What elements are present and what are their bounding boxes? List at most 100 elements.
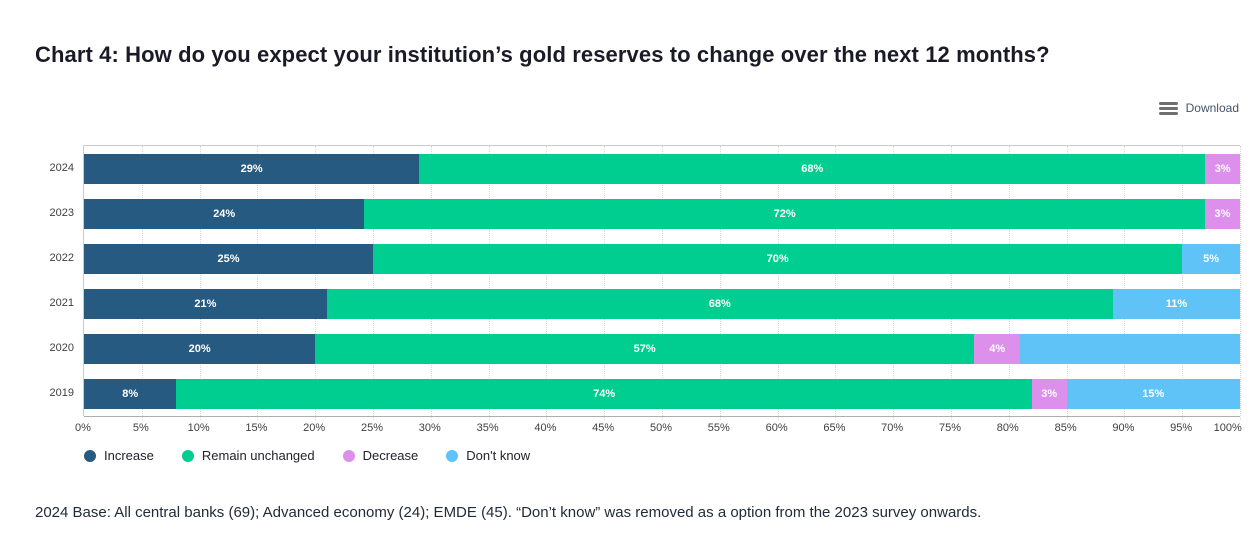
y-axis-label: 2023 xyxy=(49,206,74,219)
x-axis-tick-labels: 0% 5% 10% 15% 20% 25% 30% 35% 40% 45% 50% 55% 60% 65%… xyxy=(75,422,1242,436)
grid-line xyxy=(315,146,317,420)
legend: Increase Remain unchanged Decrease Don't kn… xyxy=(84,448,530,463)
x-axis-tick-label: 5% xyxy=(132,422,149,434)
bar-segment: 20% xyxy=(84,333,316,364)
bar-value-label: 5% xyxy=(1203,252,1220,265)
menu-icon xyxy=(1158,101,1178,115)
grid-line xyxy=(1182,146,1184,420)
bar-segment: 15% xyxy=(1066,378,1240,409)
grid-line xyxy=(1066,146,1068,420)
bar-row-2023: 24% 72% 3% xyxy=(84,198,1240,229)
legend-label: Increase xyxy=(104,448,154,463)
x-axis-tick-label: 40% xyxy=(534,422,557,434)
x-axis-tick-label: 100% xyxy=(1213,422,1242,434)
bar-value-label: 3% xyxy=(1214,162,1231,175)
bar-segment: 57% xyxy=(315,333,975,364)
bar-segment: 3% xyxy=(1205,153,1240,184)
grid-line xyxy=(835,146,837,420)
grid-line xyxy=(1008,146,1010,420)
chart-area: 2024 2023 2022 2021 2020 2019 29% 68% 3% 24% 72% 3… xyxy=(0,145,1252,515)
grid-line xyxy=(373,146,374,420)
bar-value-label: 25% xyxy=(217,252,240,265)
bar-value-label: 24% xyxy=(213,207,236,220)
legend-label: Decrease xyxy=(362,448,419,463)
x-axis-tick-label: 60% xyxy=(765,422,788,434)
bar-segment: 72% xyxy=(364,198,1205,229)
grid-line xyxy=(257,146,259,420)
download-label: Download xyxy=(1185,101,1239,115)
bar-row-2024: 29% 68% 3% xyxy=(84,153,1240,184)
bar-segment: 70% xyxy=(373,243,1183,274)
bar-row-2022: 25% 70% 5% xyxy=(84,243,1240,274)
grid-line xyxy=(604,146,606,420)
bar-row-2021: 21% 68% 11% xyxy=(84,288,1240,319)
bar-segment: 25% xyxy=(84,243,373,274)
bar-segment: 4% xyxy=(974,333,1021,364)
x-axis-tick-label: 45% xyxy=(592,422,615,434)
bar-row-2019: 8% 74% 3% 15% xyxy=(84,378,1240,409)
y-axis-label: 2022 xyxy=(49,251,74,264)
grid-line xyxy=(893,146,895,420)
grid-line xyxy=(546,146,548,420)
legend-label: Don't know xyxy=(466,448,531,463)
bar-value-label: 57% xyxy=(633,342,656,355)
bar-segment: 68% xyxy=(419,153,1206,184)
bar-value-label: 8% xyxy=(122,387,139,400)
bar-value-label: 29% xyxy=(240,162,263,175)
x-axis-tick-label: 10% xyxy=(187,422,210,434)
bar-segment: 8% xyxy=(84,378,177,409)
grid-line xyxy=(951,146,952,420)
x-axis-tick-label: 80% xyxy=(996,422,1019,434)
legend-swatch-icon xyxy=(446,449,459,462)
x-axis-tick-label: 20% xyxy=(303,422,326,434)
grid-line xyxy=(662,146,663,420)
bar-value-label: 70% xyxy=(766,252,789,265)
legend-item[interactable]: Increase xyxy=(84,448,154,463)
grid-line xyxy=(430,146,432,420)
legend-swatch-icon xyxy=(181,449,194,462)
grid-line xyxy=(1240,146,1241,420)
bar-value-label: 15% xyxy=(1142,387,1165,400)
x-axis-tick-label: 95% xyxy=(1170,422,1193,434)
bar-value-label: 11% xyxy=(1165,297,1188,310)
bar-segment: 5% xyxy=(1182,243,1240,274)
x-axis-tick-label: 15% xyxy=(245,422,268,434)
legend-swatch-icon xyxy=(84,449,96,462)
x-axis-tick-label: 65% xyxy=(823,422,846,434)
bar-segment: 3% xyxy=(1204,198,1240,229)
bar-segment: 74% xyxy=(176,378,1032,409)
grid-line xyxy=(1124,146,1126,420)
bar-value-label: 20% xyxy=(188,342,211,355)
y-axis-label: 2021 xyxy=(49,296,74,309)
bar-segment: 11% xyxy=(1112,288,1240,319)
legend-item[interactable]: Remain unchanged xyxy=(181,448,315,463)
grid-line xyxy=(719,146,721,420)
x-axis-tick-label: 35% xyxy=(476,422,499,434)
bar-segment: 21% xyxy=(84,288,327,319)
bar-segment: 24% xyxy=(84,198,365,229)
bar-segment: 68% xyxy=(326,288,1113,319)
x-axis-tick-label: 90% xyxy=(1112,422,1135,434)
bar-value-label: 3% xyxy=(1041,387,1058,400)
plot-area: 29% 68% 3% 24% 72% 3% 25% 70% 5% 21% 68% 11% 20% 57% 4… xyxy=(83,145,1241,420)
x-axis-tick-label: 25% xyxy=(360,422,384,434)
bar-value-label: 68% xyxy=(708,297,731,310)
legend-swatch-icon xyxy=(342,449,355,462)
y-axis-label: 2019 xyxy=(49,386,74,399)
x-axis-tick-label: 85% xyxy=(1054,422,1077,434)
x-axis-tick-label: 70% xyxy=(881,422,904,434)
legend-item[interactable]: Decrease xyxy=(342,448,419,463)
x-axis-tick-label: 50% xyxy=(649,422,673,434)
grid-line xyxy=(141,146,143,420)
legend-label: Remain unchanged xyxy=(201,448,315,463)
x-axis-tick-label: 0% xyxy=(75,422,91,434)
legend-item[interactable]: Don't know xyxy=(446,448,530,463)
grid-line xyxy=(777,146,779,420)
y-axis-label: 2020 xyxy=(49,341,74,354)
grid-line xyxy=(488,146,490,420)
bar-segment xyxy=(1020,333,1240,364)
download-button[interactable]: Download xyxy=(1158,101,1239,115)
bar-value-label: 68% xyxy=(801,162,824,175)
x-axis-tick-label: 30% xyxy=(418,422,441,434)
bar-row-2020: 20% 57% 4% xyxy=(84,333,1240,364)
